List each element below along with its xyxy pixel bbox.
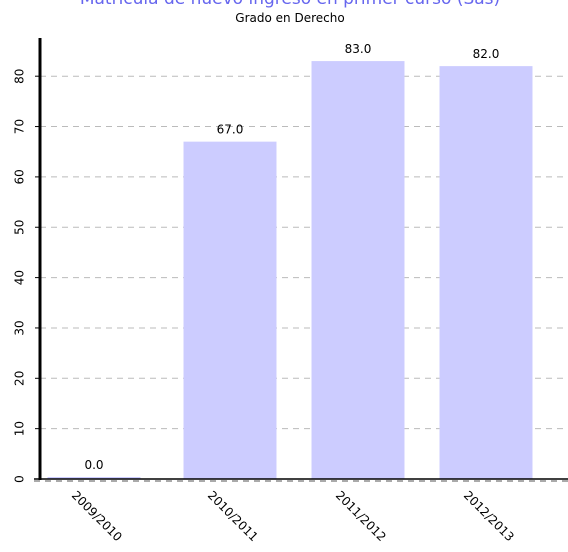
value-label: 82.0 — [473, 47, 500, 61]
y-tick-label: 70 — [13, 119, 27, 134]
x-tick-label: 2009/2010 — [69, 488, 125, 544]
value-labels: 0.0 67.0 83.0 82.0 — [84, 42, 499, 472]
x-tick-labels: 2009/2010 2010/2011 2011/2012 2012/2013 — [69, 488, 517, 544]
y-tick-label: 20 — [13, 371, 27, 386]
value-label: 67.0 — [217, 123, 244, 137]
y-tick-label: 10 — [13, 421, 27, 436]
value-label: 83.0 — [345, 42, 372, 56]
y-tick-label: 40 — [13, 270, 27, 285]
bar — [183, 141, 277, 479]
y-tick-label: 0 — [13, 475, 27, 483]
axes — [34, 38, 568, 482]
y-tick-label: 60 — [13, 169, 27, 184]
y-tick-label: 30 — [13, 320, 27, 335]
x-tick-label: 2010/2011 — [205, 488, 261, 544]
chart-subtitle: Grado en Derecho — [235, 11, 344, 25]
y-tick-label: 80 — [13, 69, 27, 84]
bars — [47, 61, 533, 479]
bar — [439, 66, 533, 479]
x-tick-label: 2012/2013 — [461, 488, 517, 544]
chart-title: Matrícula de nuevo ingreso en primer cur… — [80, 0, 500, 9]
y-tick-labels: 0 10 20 30 40 50 60 70 80 — [13, 69, 27, 483]
value-label: 0.0 — [84, 458, 103, 472]
bar — [311, 61, 405, 479]
bar — [47, 477, 141, 479]
x-tick-label: 2011/2012 — [333, 488, 389, 544]
y-tick-label: 50 — [13, 220, 27, 235]
